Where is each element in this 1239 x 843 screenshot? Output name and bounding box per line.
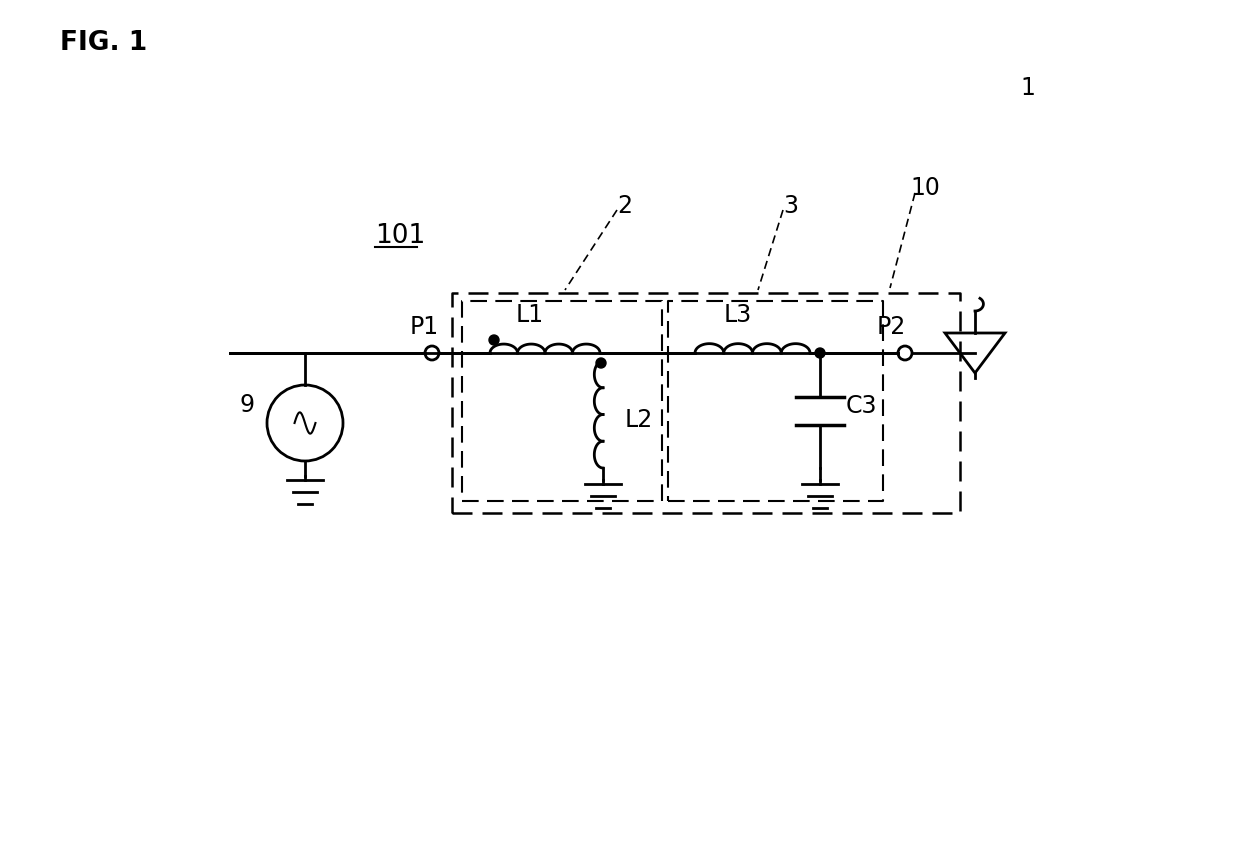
Text: 1: 1 [1020,76,1035,100]
Text: L1: L1 [515,303,544,327]
Circle shape [425,346,439,360]
Text: 101: 101 [375,223,425,249]
Text: FIG. 1: FIG. 1 [59,30,147,56]
Circle shape [489,335,499,345]
Circle shape [596,358,606,368]
Text: 3: 3 [783,194,798,218]
Text: 9: 9 [239,393,254,417]
Polygon shape [945,333,1005,373]
Text: P2: P2 [876,315,906,339]
Text: 2: 2 [617,194,632,218]
Text: L2: L2 [624,407,653,432]
Text: P1: P1 [409,315,439,339]
Circle shape [898,346,912,360]
Text: 10: 10 [909,176,940,200]
Text: L3: L3 [724,303,752,327]
Circle shape [815,348,825,358]
Text: C3: C3 [846,394,877,417]
